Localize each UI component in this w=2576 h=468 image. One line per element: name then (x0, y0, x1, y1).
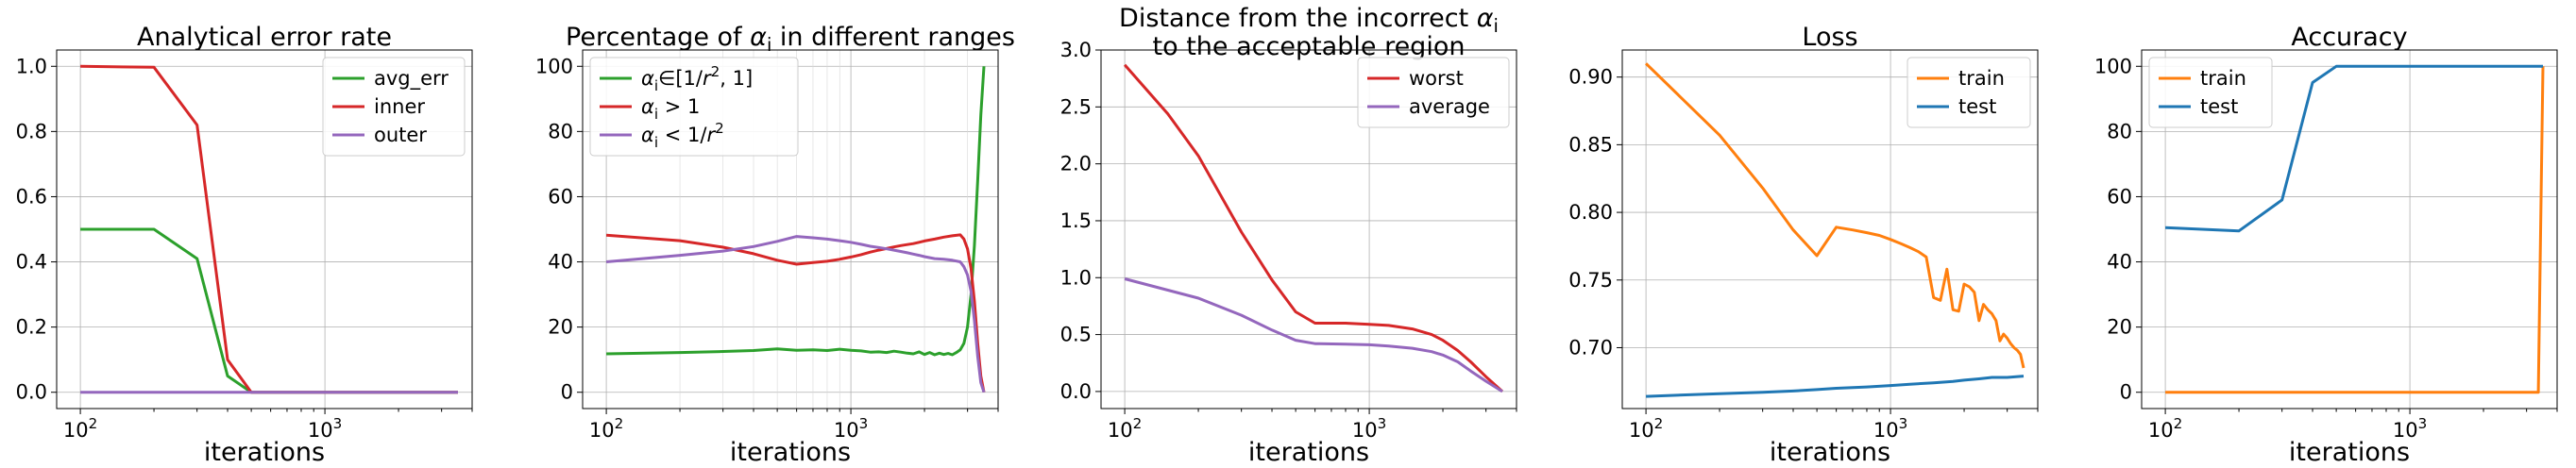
y-tick-label: 0 (2120, 381, 2132, 404)
x-axis-label: iterations (1770, 438, 1890, 467)
legend-box (2148, 57, 2273, 128)
series-line (605, 235, 986, 393)
y-tick-label: 60 (2107, 185, 2132, 208)
y-tick-label: 1.0 (16, 55, 47, 77)
series-line (1645, 62, 2025, 369)
series-line (80, 227, 458, 394)
legend: train test (1907, 57, 2031, 128)
x-axis-label: iterations (2289, 438, 2410, 467)
legend-label: test (2200, 95, 2238, 118)
legend-label: inner (374, 95, 425, 118)
y-tick-label: 20 (548, 316, 573, 339)
plot-frame (582, 49, 999, 410)
legend-label: test (1958, 95, 1996, 118)
x-tick-label: 103 (1873, 415, 1907, 442)
y-tick-label: 0.4 (16, 251, 47, 274)
chart-title: Analytical error rate (137, 23, 392, 52)
plot-frame (2141, 49, 2558, 410)
x-tick-label: 102 (1108, 415, 1142, 442)
legend: train test (2148, 57, 2273, 128)
y-tick-label: 0.0 (16, 381, 47, 404)
x-tick-label: 103 (1352, 415, 1386, 442)
y-tick-label: 0 (561, 381, 573, 404)
legend-box (1357, 57, 1510, 128)
y-tick-label: 0.75 (1568, 269, 1613, 292)
x-tick-label: 102 (2148, 415, 2182, 442)
y-tick-label: 0.0 (1060, 380, 1092, 403)
x-tick-label: 103 (2393, 415, 2427, 442)
plot-frame (1100, 49, 1517, 410)
x-tick-label: 102 (589, 415, 623, 442)
series-line (1123, 63, 1504, 393)
x-tick-label: 103 (834, 415, 868, 442)
series-line (606, 66, 986, 357)
legend: worst average (1357, 57, 1510, 128)
y-tick-label: 80 (2107, 120, 2132, 142)
y-tick-label: 3.0 (1060, 39, 1092, 61)
y-tick-label: 20 (2107, 316, 2132, 339)
legend-label: avg_err (374, 67, 449, 91)
y-tick-label: 1.5 (1060, 209, 1092, 232)
legend-label: outer (374, 124, 427, 146)
legend-label: worst (1409, 67, 1464, 90)
legend: αi∈[1/r2, 1]αi > 1αi < 1/r2​ (589, 57, 799, 157)
x-tick-label: 102 (63, 415, 97, 442)
y-tick-label: 0.6 (16, 185, 47, 208)
y-tick-label: 0.8 (16, 120, 47, 142)
y-tick-label: 2.0 (1060, 153, 1092, 176)
x-axis-label: iterations (730, 438, 851, 467)
y-tick-label: 100 (2094, 55, 2132, 77)
chart-title: Distance from the incorrect αi (1119, 4, 1499, 37)
y-tick-label: 2.5 (1060, 95, 1092, 118)
y-tick-label: 100 (535, 55, 573, 77)
chart-title-line-2: to the acceptable region (1153, 32, 1466, 61)
y-tick-label: 80 (548, 120, 573, 142)
series-line (1646, 375, 2025, 398)
legend-box (1907, 57, 2031, 128)
y-tick-label: 1.0 (1060, 266, 1092, 289)
y-tick-label: 0.70 (1568, 336, 1613, 359)
y-tick-label: 0.85 (1568, 133, 1613, 156)
y-tick-label: 0.2 (16, 316, 47, 339)
chart-title: Percentage of αi in different ranges (566, 23, 1015, 56)
legend-box (589, 57, 799, 157)
x-tick-label: 102 (1629, 415, 1663, 442)
legend-label: αi < 1/r2​ (641, 120, 724, 151)
y-tick-label: 0.80 (1568, 201, 1613, 224)
grid (1622, 50, 2038, 409)
x-axis-label: iterations (1248, 438, 1369, 467)
plot-frame (1621, 49, 2039, 410)
series-line (2165, 64, 2543, 233)
legend-box (322, 57, 466, 157)
series-line (2165, 66, 2545, 394)
x-tick-label: 103 (308, 415, 342, 442)
legend-label: αi∈[1/r2, 1] (641, 63, 753, 94)
legend-label: average (1409, 95, 1490, 118)
legend-label: train (2200, 67, 2246, 90)
plot-frame (56, 49, 473, 410)
y-tick-label: 60 (548, 185, 573, 208)
series-line (1124, 277, 1503, 393)
legend-label: train (1958, 67, 2005, 90)
series-line (605, 233, 986, 393)
y-tick-label: 0.5 (1060, 324, 1092, 346)
chart-title: Loss (1802, 23, 1857, 52)
legend-label: αi > 1 (641, 95, 700, 123)
x-axis-label: iterations (204, 438, 325, 467)
y-tick-label: 40 (2107, 251, 2132, 274)
y-tick-label: 0.90 (1568, 66, 1613, 89)
y-tick-label: 40 (548, 251, 573, 274)
chart-title: Accuracy (2291, 23, 2407, 52)
